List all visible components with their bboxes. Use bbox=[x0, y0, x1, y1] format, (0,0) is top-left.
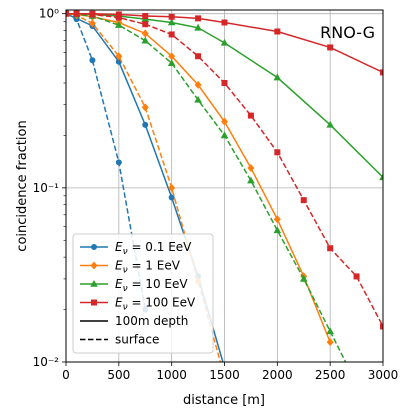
data-point bbox=[326, 120, 334, 128]
legend-item: Eν = 100 EeV bbox=[80, 296, 196, 313]
data-point bbox=[327, 245, 334, 252]
legend-item: 100m depth bbox=[80, 314, 188, 328]
data-point bbox=[142, 12, 149, 19]
data-point bbox=[380, 323, 383, 330]
x-tick-label: 2000 bbox=[262, 368, 293, 382]
data-point bbox=[353, 273, 360, 280]
data-point bbox=[195, 53, 202, 60]
data-point bbox=[168, 183, 176, 192]
series-line bbox=[66, 12, 383, 327]
data-point bbox=[220, 131, 229, 139]
legend-marker bbox=[91, 299, 97, 306]
y-tick-label: 10⁻² bbox=[33, 355, 60, 369]
data-point bbox=[89, 57, 96, 64]
y-tick-label: 10⁰ bbox=[39, 7, 59, 21]
x-tick-label: 2500 bbox=[315, 368, 346, 382]
legend-label: Eν = 100 EeV bbox=[115, 296, 196, 313]
data-point bbox=[141, 103, 149, 112]
data-point bbox=[168, 31, 175, 38]
data-point bbox=[167, 18, 176, 26]
data-point bbox=[194, 80, 202, 89]
legend-box bbox=[72, 233, 214, 354]
x-tick-label: 1000 bbox=[156, 368, 187, 382]
data-point bbox=[273, 215, 281, 224]
data-point bbox=[300, 197, 307, 204]
data-point bbox=[89, 11, 96, 18]
data-point bbox=[379, 173, 383, 181]
data-point bbox=[274, 149, 281, 156]
y-axis-label: coincidence fraction bbox=[15, 120, 30, 251]
data-point bbox=[326, 327, 334, 335]
x-tick-label: 0 bbox=[62, 368, 70, 382]
data-point bbox=[168, 13, 175, 20]
series-line bbox=[66, 13, 146, 310]
data-point bbox=[195, 15, 202, 22]
legend-marker bbox=[91, 244, 97, 250]
data-point bbox=[273, 73, 282, 81]
data-point bbox=[167, 59, 176, 66]
data-point bbox=[273, 226, 282, 234]
data-point bbox=[326, 338, 334, 347]
data-point bbox=[73, 10, 80, 17]
axes: 0 500 1000 1500 2000 2500 3000 10⁰ 10⁻¹ 10⁻² bbox=[33, 7, 399, 382]
series-line bbox=[66, 12, 222, 362]
data-point bbox=[247, 112, 254, 119]
data-point bbox=[221, 79, 228, 86]
legend-marker bbox=[90, 280, 98, 287]
data-point bbox=[247, 176, 255, 184]
x-tick-label: 1500 bbox=[209, 368, 240, 382]
data-point bbox=[168, 52, 176, 61]
legend-marker bbox=[90, 261, 98, 270]
x-axis-label: distance [m] bbox=[183, 393, 265, 408]
data-point bbox=[327, 44, 334, 51]
data-point bbox=[274, 28, 281, 35]
data-point bbox=[221, 19, 228, 26]
legend-label: Eν = 10 EeV bbox=[115, 277, 188, 294]
legend-item: Eν = 10 EeV bbox=[80, 277, 188, 294]
data-point bbox=[353, 380, 361, 387]
data-point bbox=[88, 19, 96, 28]
series-100-EeV-surface bbox=[66, 10, 383, 330]
legend-item: surface bbox=[80, 333, 159, 347]
data-point bbox=[194, 95, 202, 103]
data-point bbox=[141, 36, 150, 44]
data-point bbox=[66, 10, 69, 17]
legend-label: 100m depth bbox=[115, 314, 188, 328]
legend-label: surface bbox=[115, 333, 159, 347]
x-tick-label: 500 bbox=[107, 368, 130, 382]
data-point bbox=[115, 21, 123, 28]
data-point bbox=[115, 14, 122, 21]
data-point bbox=[142, 21, 149, 28]
data-point bbox=[221, 117, 228, 126]
y-tick-label: 10⁻¹ bbox=[33, 181, 60, 195]
data-point bbox=[115, 11, 122, 18]
data-point bbox=[115, 52, 123, 61]
data-point bbox=[299, 274, 308, 282]
x-tick-label: 3000 bbox=[368, 368, 399, 382]
legend-item: Eν = 1 EeV bbox=[80, 259, 181, 276]
data-point bbox=[194, 23, 202, 31]
data-point bbox=[141, 29, 149, 38]
data-point bbox=[142, 121, 149, 128]
data-point bbox=[168, 194, 175, 201]
data-point bbox=[115, 159, 122, 166]
legend-label: Eν = 0.1 EeV bbox=[115, 240, 192, 257]
series-layer bbox=[66, 10, 383, 387]
legend-label: Eν = 1 EeV bbox=[115, 259, 181, 276]
legend-item: Eν = 0.1 EeV bbox=[80, 240, 192, 257]
chart-annotation: RNO-G bbox=[320, 23, 375, 42]
data-point bbox=[380, 69, 383, 76]
data-point bbox=[220, 38, 229, 46]
data-point bbox=[247, 164, 255, 173]
